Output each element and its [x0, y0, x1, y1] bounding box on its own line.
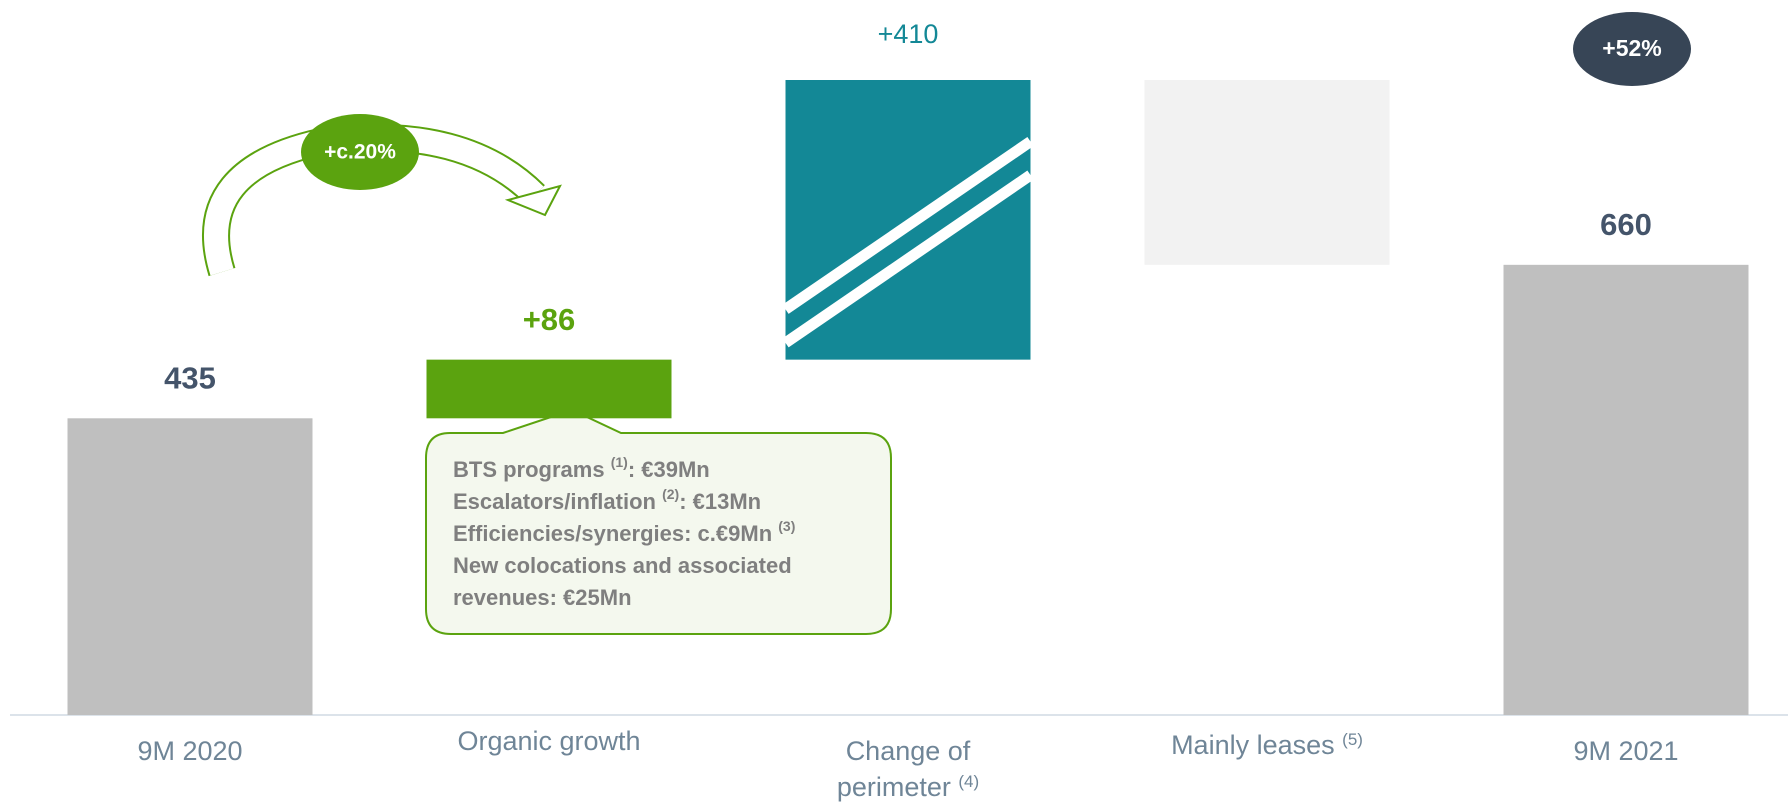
callout-text: : €13Mn — [679, 489, 761, 514]
bar — [1144, 80, 1390, 265]
callout-line: Escalators/inflation (2): €13Mn — [453, 486, 761, 514]
bar-stripe — [782, 170, 1034, 348]
callout-text: : €39Mn — [628, 457, 710, 482]
callout-line: revenues: €25Mn — [453, 585, 632, 610]
value-label: 435 — [164, 360, 216, 395]
callout-box — [425, 408, 892, 635]
category-note: (4) — [958, 772, 980, 791]
value-label: 660 — [1600, 207, 1652, 242]
callout-line: Efficiencies/synergies: c.€9Mn (3) — [453, 518, 795, 546]
callout-text: Efficiencies/synergies: c.€9Mn — [453, 521, 778, 546]
callout-text: New colocations and associated — [453, 553, 792, 578]
growth-arrow-head — [504, 184, 562, 217]
category-note: (5) — [1342, 730, 1363, 749]
callout-text: BTS programs — [453, 457, 611, 482]
total-badge — [1573, 12, 1691, 86]
category-label: 9M 2021 — [1573, 736, 1679, 766]
growth-bubble-label: +c.20% — [324, 141, 396, 164]
value-label: +410 — [878, 19, 939, 49]
callout-note: (2) — [662, 486, 679, 502]
growth-bubble — [301, 114, 419, 190]
category-label: Organic growth — [457, 726, 641, 756]
callout-note: (1) — [611, 454, 628, 470]
value-label: +86 — [523, 302, 576, 337]
callout-line: BTS programs (1): €39Mn — [453, 454, 710, 482]
callout-line: New colocations and associated — [453, 553, 792, 578]
category-label: Change of perimeter (4) — [836, 736, 980, 802]
category-label: Mainly leases (5) — [1171, 730, 1363, 760]
bar — [426, 359, 672, 419]
callout-text: Escalators/inflation — [453, 489, 662, 514]
bar — [67, 418, 313, 715]
callout-note: (3) — [778, 518, 795, 534]
category-label: 9M 2020 — [137, 736, 243, 766]
callout-text: revenues: €25Mn — [453, 585, 632, 610]
bar — [1503, 264, 1749, 715]
bar-stripe — [782, 136, 1034, 314]
total-badge-label: +52% — [1602, 35, 1661, 61]
